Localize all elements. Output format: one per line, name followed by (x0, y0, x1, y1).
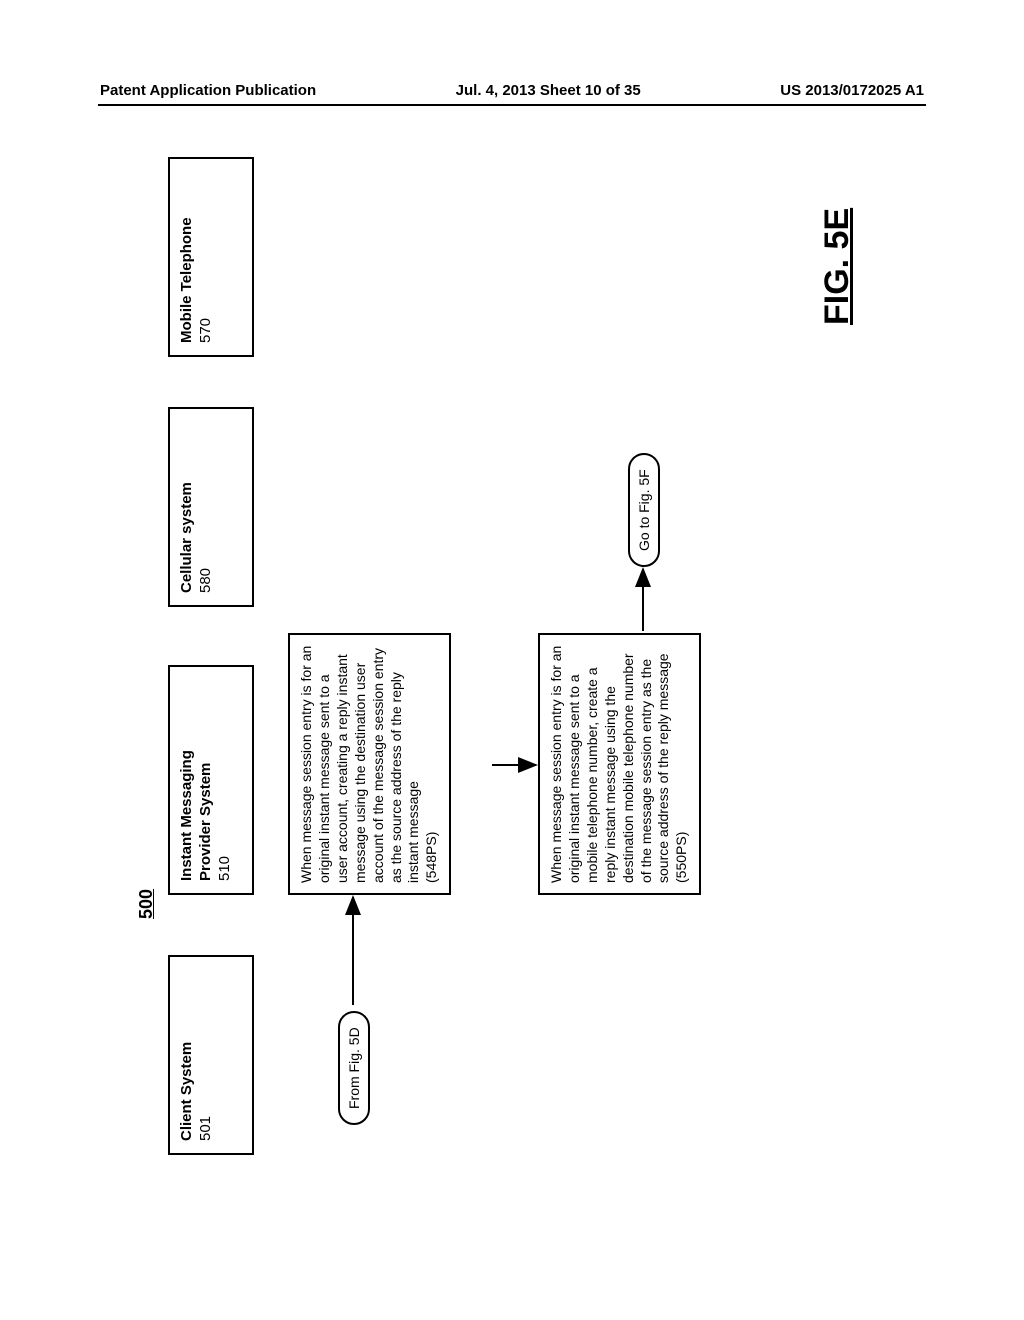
header-right: US 2013/0172025 A1 (780, 82, 924, 99)
header-left: Patent Application Publication (100, 82, 316, 99)
actor-mobile-title: Mobile Telephone (178, 171, 197, 343)
diagram-stage: 500 Client System 501 Instant Messaging … (128, 155, 903, 1215)
diagram-ref-500: 500 (136, 889, 157, 919)
actor-client-system: Client System 501 (168, 955, 254, 1155)
actor-cellular-title: Cellular system (178, 421, 197, 593)
process-548ps: When message session entry is for an ori… (288, 633, 451, 895)
connector-goto-fig-5f: Go to Fig. 5F (628, 453, 660, 567)
header-rule (98, 104, 926, 106)
header-center: Jul. 4, 2013 Sheet 10 of 35 (456, 82, 641, 99)
actor-client-title: Client System (178, 969, 197, 1141)
actor-cellular-num: 580 (197, 421, 216, 593)
actor-provider-title: Instant Messaging Provider System (178, 679, 216, 881)
diagram-viewport: 500 Client System 501 Instant Messaging … (128, 155, 903, 1215)
actor-client-num: 501 (197, 969, 216, 1141)
connector-from-fig-5d: From Fig. 5D (338, 1011, 370, 1125)
actor-provider-system: Instant Messaging Provider System 510 (168, 665, 254, 895)
actor-mobile-num: 570 (197, 171, 216, 343)
actor-provider-num: 510 (216, 679, 235, 881)
figure-label: FIG. 5E (818, 208, 857, 325)
actor-mobile-telephone: Mobile Telephone 570 (168, 157, 254, 357)
process-550ps: When message session entry is for an ori… (538, 633, 701, 895)
actor-cellular-system: Cellular system 580 (168, 407, 254, 607)
page-header: Patent Application Publication Jul. 4, 2… (0, 82, 1024, 105)
